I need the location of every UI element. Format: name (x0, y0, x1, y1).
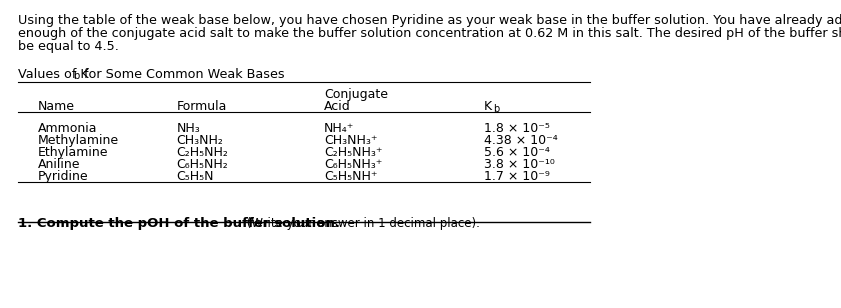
Text: K: K (484, 100, 492, 113)
Text: C₂H₅NH₂: C₂H₅NH₂ (177, 146, 229, 159)
Text: b: b (494, 104, 500, 114)
Text: C₆H₅NH₂: C₆H₅NH₂ (177, 158, 229, 171)
Text: Formula: Formula (177, 100, 227, 113)
Text: CH₃NH₂: CH₃NH₂ (177, 134, 224, 147)
Text: NH₃: NH₃ (177, 122, 200, 135)
Text: b: b (73, 71, 79, 81)
Text: 1.7 × 10⁻⁹: 1.7 × 10⁻⁹ (484, 170, 549, 183)
Text: Using the table of the weak base below, you have chosen Pyridine as your weak ba: Using the table of the weak base below, … (18, 14, 841, 27)
Text: C₅H₅N: C₅H₅N (177, 170, 214, 183)
Text: NH₄⁺: NH₄⁺ (324, 122, 354, 135)
Text: Pyridine: Pyridine (38, 170, 88, 183)
Text: enough of the conjugate acid salt to make the buffer solution concentration at 0: enough of the conjugate acid salt to mak… (18, 27, 841, 40)
Text: C₅H₅NH⁺: C₅H₅NH⁺ (324, 170, 378, 183)
Text: 5.6 × 10⁻⁴: 5.6 × 10⁻⁴ (484, 146, 549, 159)
Text: 4.38 × 10⁻⁴: 4.38 × 10⁻⁴ (484, 134, 558, 147)
Text: Acid: Acid (324, 100, 351, 113)
Text: be equal to 4.5.: be equal to 4.5. (18, 40, 119, 53)
Text: 3.8 × 10⁻¹⁰: 3.8 × 10⁻¹⁰ (484, 158, 554, 171)
Text: Ethylamine: Ethylamine (38, 146, 108, 159)
Text: for Some Common Weak Bases: for Some Common Weak Bases (80, 68, 284, 81)
Text: 1. Compute the pOH of the buffer solution.: 1. Compute the pOH of the buffer solutio… (18, 217, 340, 230)
Text: Aniline: Aniline (38, 158, 81, 171)
Text: CH₃NH₃⁺: CH₃NH₃⁺ (324, 134, 378, 147)
Text: Methylamine: Methylamine (38, 134, 119, 147)
Text: (Write your answer in 1 decimal place).: (Write your answer in 1 decimal place). (243, 217, 479, 230)
Text: C₆H₅NH₃⁺: C₆H₅NH₃⁺ (324, 158, 382, 171)
Text: Ammonia: Ammonia (38, 122, 98, 135)
Text: 1.8 × 10⁻⁵: 1.8 × 10⁻⁵ (484, 122, 549, 135)
Text: Conjugate: Conjugate (324, 88, 388, 101)
Text: C₂H₅NH₃⁺: C₂H₅NH₃⁺ (324, 146, 383, 159)
Text: Values of K: Values of K (18, 68, 88, 81)
Text: Name: Name (38, 100, 75, 113)
